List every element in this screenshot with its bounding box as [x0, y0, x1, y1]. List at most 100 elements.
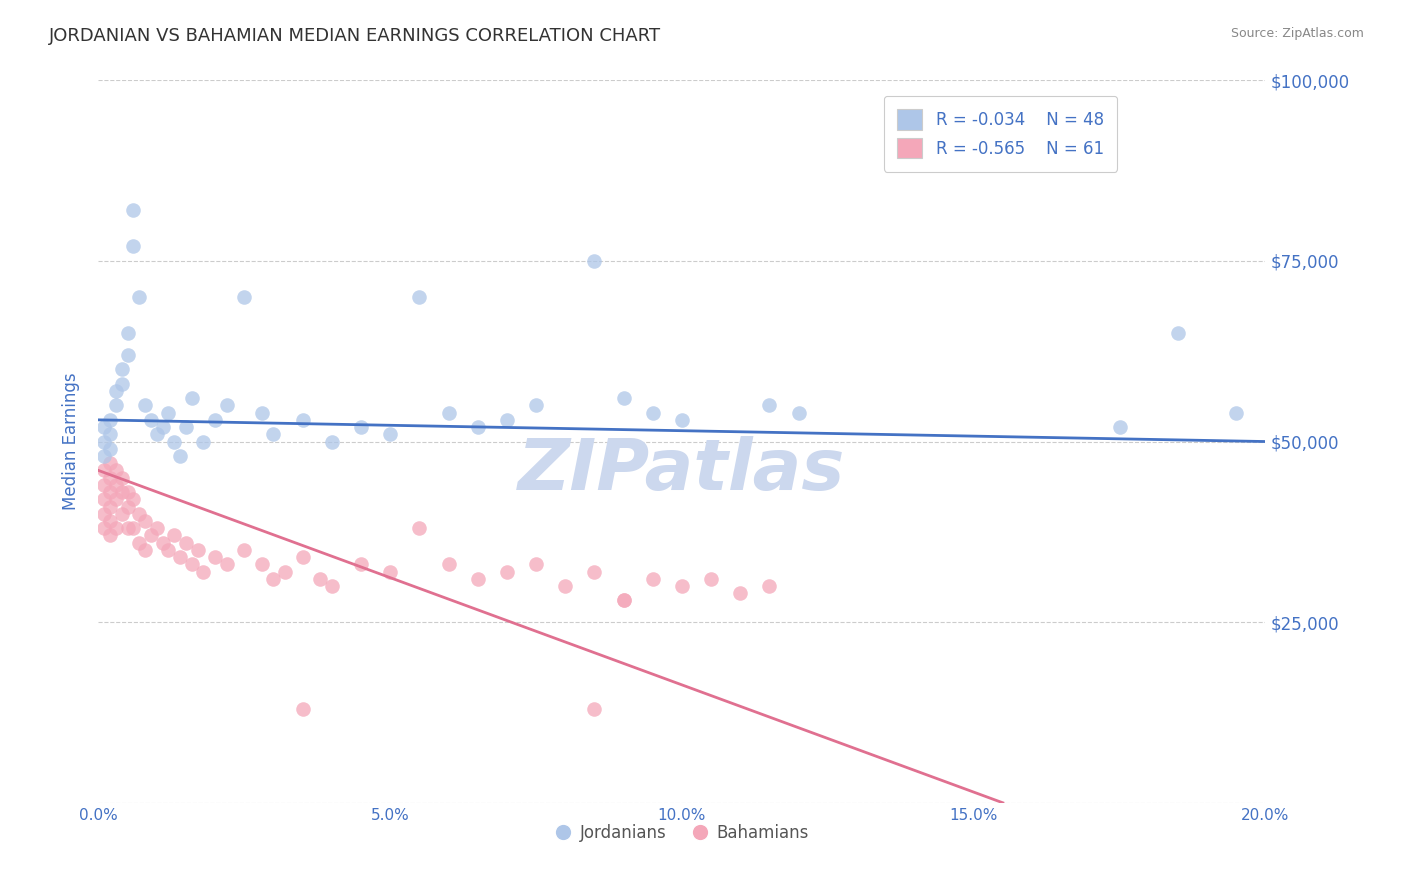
- Y-axis label: Median Earnings: Median Earnings: [62, 373, 80, 510]
- Point: [169, 449, 191, 463]
- Point: [524, 398, 547, 412]
- Point: [233, 542, 256, 557]
- Point: [152, 420, 174, 434]
- Point: [98, 470, 121, 484]
- Point: [117, 485, 139, 500]
- Point: [111, 507, 134, 521]
- Point: [309, 572, 332, 586]
- Point: [180, 558, 202, 572]
- Point: [98, 485, 121, 500]
- Point: [215, 398, 238, 412]
- Text: Source: ZipAtlas.com: Source: ZipAtlas.com: [1230, 27, 1364, 40]
- Point: [157, 542, 180, 557]
- Point: [93, 434, 115, 449]
- Point: [104, 492, 127, 507]
- Point: [98, 528, 121, 542]
- Point: [134, 514, 156, 528]
- Point: [467, 572, 489, 586]
- Point: [157, 406, 180, 420]
- Point: [128, 290, 150, 304]
- Point: [787, 406, 810, 420]
- Point: [122, 492, 145, 507]
- Point: [117, 326, 139, 340]
- Point: [104, 521, 127, 535]
- Point: [111, 376, 134, 391]
- Point: [641, 406, 664, 420]
- Point: [180, 391, 202, 405]
- Point: [1108, 420, 1130, 434]
- Point: [111, 362, 134, 376]
- Point: [104, 478, 127, 492]
- Point: [163, 528, 186, 542]
- Point: [174, 535, 197, 549]
- Point: [122, 203, 145, 218]
- Point: [134, 542, 156, 557]
- Point: [98, 500, 121, 514]
- Point: [93, 449, 115, 463]
- Point: [117, 348, 139, 362]
- Point: [408, 521, 430, 535]
- Point: [93, 521, 115, 535]
- Point: [104, 463, 127, 477]
- Point: [146, 427, 169, 442]
- Point: [93, 492, 115, 507]
- Point: [98, 427, 121, 442]
- Point: [437, 406, 460, 420]
- Point: [408, 290, 430, 304]
- Point: [98, 442, 121, 456]
- Point: [93, 478, 115, 492]
- Point: [437, 558, 460, 572]
- Point: [730, 586, 752, 600]
- Point: [274, 565, 297, 579]
- Text: JORDANIAN VS BAHAMIAN MEDIAN EARNINGS CORRELATION CHART: JORDANIAN VS BAHAMIAN MEDIAN EARNINGS CO…: [49, 27, 661, 45]
- Point: [321, 579, 343, 593]
- Point: [193, 434, 215, 449]
- Point: [671, 579, 693, 593]
- Point: [612, 593, 634, 607]
- Point: [321, 434, 343, 449]
- Point: [152, 535, 174, 549]
- Point: [262, 427, 284, 442]
- Point: [291, 413, 314, 427]
- Point: [111, 470, 134, 484]
- Point: [380, 565, 402, 579]
- Point: [700, 572, 723, 586]
- Point: [128, 507, 150, 521]
- Point: [583, 253, 606, 268]
- Point: [139, 528, 162, 542]
- Point: [193, 565, 215, 579]
- Point: [163, 434, 186, 449]
- Point: [128, 535, 150, 549]
- Point: [187, 542, 209, 557]
- Point: [204, 413, 226, 427]
- Point: [250, 558, 273, 572]
- Point: [583, 565, 606, 579]
- Point: [104, 384, 127, 398]
- Point: [262, 572, 284, 586]
- Point: [291, 550, 314, 565]
- Point: [554, 579, 576, 593]
- Point: [612, 593, 634, 607]
- Point: [122, 521, 145, 535]
- Point: [215, 558, 238, 572]
- Point: [93, 507, 115, 521]
- Point: [524, 558, 547, 572]
- Point: [93, 463, 115, 477]
- Point: [350, 558, 373, 572]
- Point: [93, 420, 115, 434]
- Point: [98, 413, 121, 427]
- Point: [1167, 326, 1189, 340]
- Point: [233, 290, 256, 304]
- Point: [758, 398, 780, 412]
- Point: [612, 391, 634, 405]
- Point: [117, 521, 139, 535]
- Point: [350, 420, 373, 434]
- Point: [496, 565, 519, 579]
- Point: [134, 398, 156, 412]
- Legend: Jordanians, Bahamians: Jordanians, Bahamians: [548, 817, 815, 848]
- Point: [169, 550, 191, 565]
- Point: [380, 427, 402, 442]
- Text: ZIPatlas: ZIPatlas: [519, 436, 845, 505]
- Point: [122, 239, 145, 253]
- Point: [98, 456, 121, 470]
